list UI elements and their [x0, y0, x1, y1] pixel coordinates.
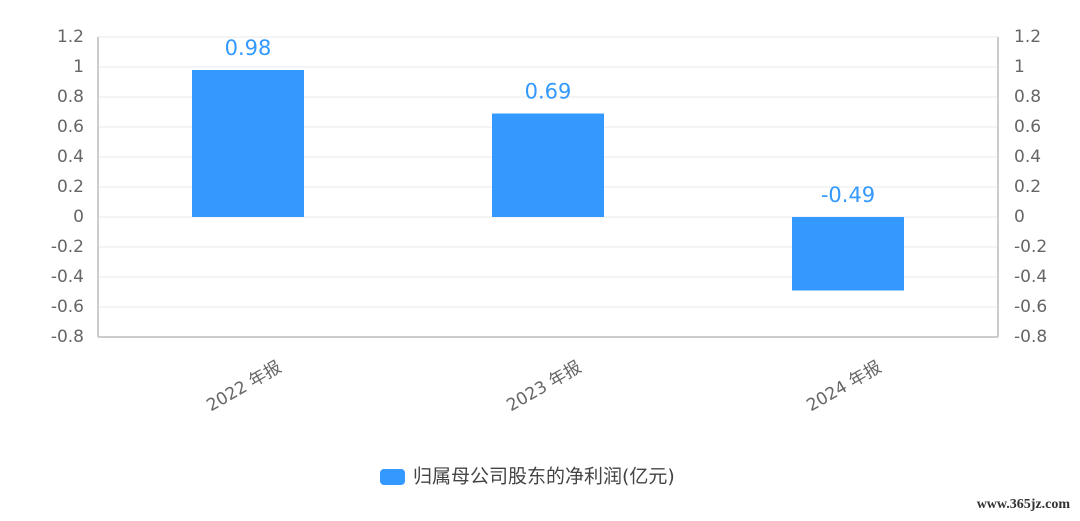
y-tick-label: 0.8 — [57, 87, 84, 107]
value-label: 0.98 — [225, 36, 272, 60]
y2-tick-label: 0 — [1014, 207, 1025, 227]
y-tick-label: -0.2 — [51, 237, 84, 257]
y-tick-label: 0.4 — [57, 147, 84, 167]
y2-tick-label: -0.2 — [1014, 237, 1047, 257]
watermark: www.365jz.com — [977, 497, 1071, 512]
y-tick-label: -0.4 — [51, 267, 84, 287]
y-tick-label: -0.8 — [51, 327, 84, 347]
y2-tick-label: 0.6 — [1014, 117, 1041, 137]
x-tick-label: 2022 年报 — [203, 357, 285, 416]
value-label: -0.49 — [821, 183, 875, 207]
y2-tick-label: -0.8 — [1014, 327, 1047, 347]
legend-label: 归属母公司股东的净利润(亿元) — [413, 466, 675, 488]
legend-swatch — [380, 469, 405, 485]
y2-tick-label: -0.6 — [1014, 297, 1047, 317]
bar — [192, 70, 304, 217]
y2-tick-label: 1.2 — [1014, 27, 1041, 47]
y-tick-label: 0 — [73, 207, 84, 227]
y2-tick-label: 0.4 — [1014, 147, 1041, 167]
bar — [492, 113, 604, 217]
y-tick-label: 1.2 — [57, 27, 84, 47]
y-tick-label: 1 — [73, 57, 84, 77]
y2-tick-label: 0.8 — [1014, 87, 1041, 107]
x-tick-label: 2023 年报 — [503, 357, 585, 416]
y2-tick-label: -0.4 — [1014, 267, 1047, 287]
y-tick-label: 0.6 — [57, 117, 84, 137]
y-tick-label: -0.6 — [51, 297, 84, 317]
y2-tick-label: 1 — [1014, 57, 1025, 77]
y-tick-label: 0.2 — [57, 177, 84, 197]
x-tick-label: 2024 年报 — [803, 357, 885, 416]
bar — [792, 217, 904, 291]
value-label: 0.69 — [525, 80, 572, 104]
y2-tick-label: 0.2 — [1014, 177, 1041, 197]
